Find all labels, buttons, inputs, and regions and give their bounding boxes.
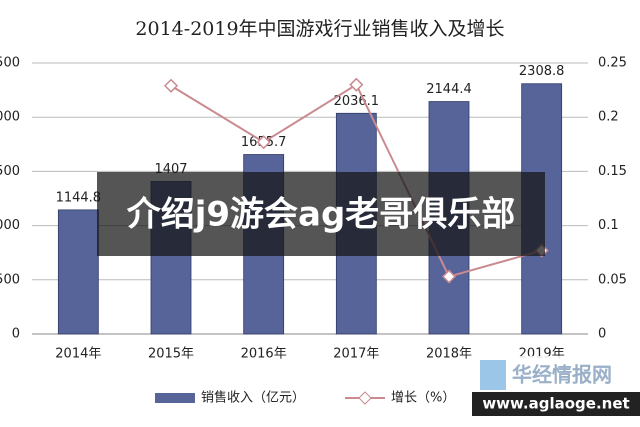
overlay-text: 介绍j9游会ag老哥俱乐部 <box>127 195 516 235</box>
y2-tick-label: 0.15 <box>598 164 627 179</box>
line-marker <box>349 77 364 92</box>
data-label: 2036.1 <box>334 94 380 109</box>
y2-tick-label: 0.25 <box>598 56 627 71</box>
line-marker <box>256 135 271 150</box>
y2-tick-label: 0.05 <box>598 272 627 287</box>
y2-tick-label: 0.2 <box>598 110 619 125</box>
line-marker <box>441 269 457 284</box>
watermark-url-bg <box>472 392 640 416</box>
y2-tick-label: 0.1 <box>598 218 619 233</box>
watermark-name: 华经情报网 <box>512 363 612 387</box>
legend-marker <box>358 391 372 405</box>
data-label: 2308.8 <box>519 64 565 79</box>
data-label: 2144.4 <box>426 82 472 97</box>
y-tick-label: 2500 <box>0 56 20 71</box>
y-tick-label: 0 <box>12 327 20 342</box>
x-tick-label: 2015年 <box>148 347 194 362</box>
y-tick-label: 1000 <box>0 218 20 233</box>
y-tick-label: 500 <box>0 272 20 287</box>
x-tick-label: 2014年 <box>55 347 101 362</box>
line-marker <box>163 78 179 93</box>
bar <box>57 209 99 335</box>
legend-swatch <box>155 393 195 403</box>
y-tick-label: 1500 <box>0 164 20 179</box>
x-tick-label: 2016年 <box>241 347 287 362</box>
overlay-banner <box>97 172 545 256</box>
legend-label: 增长（%） <box>391 391 455 406</box>
watermark-url: www.aglaoge.net <box>482 395 629 413</box>
y2-tick-label: 0 <box>598 327 606 342</box>
y-tick-label: 2000 <box>0 110 20 125</box>
legend-label: 销售收入（亿元） <box>201 390 305 406</box>
x-tick-label: 2017年 <box>333 347 379 362</box>
watermark-logo <box>480 360 506 390</box>
data-label: 1144.8 <box>56 190 102 205</box>
chart-title: 2014-2019年中国游戏行业销售收入及增长 <box>135 18 504 40</box>
x-tick-label: 2018年 <box>426 347 472 362</box>
